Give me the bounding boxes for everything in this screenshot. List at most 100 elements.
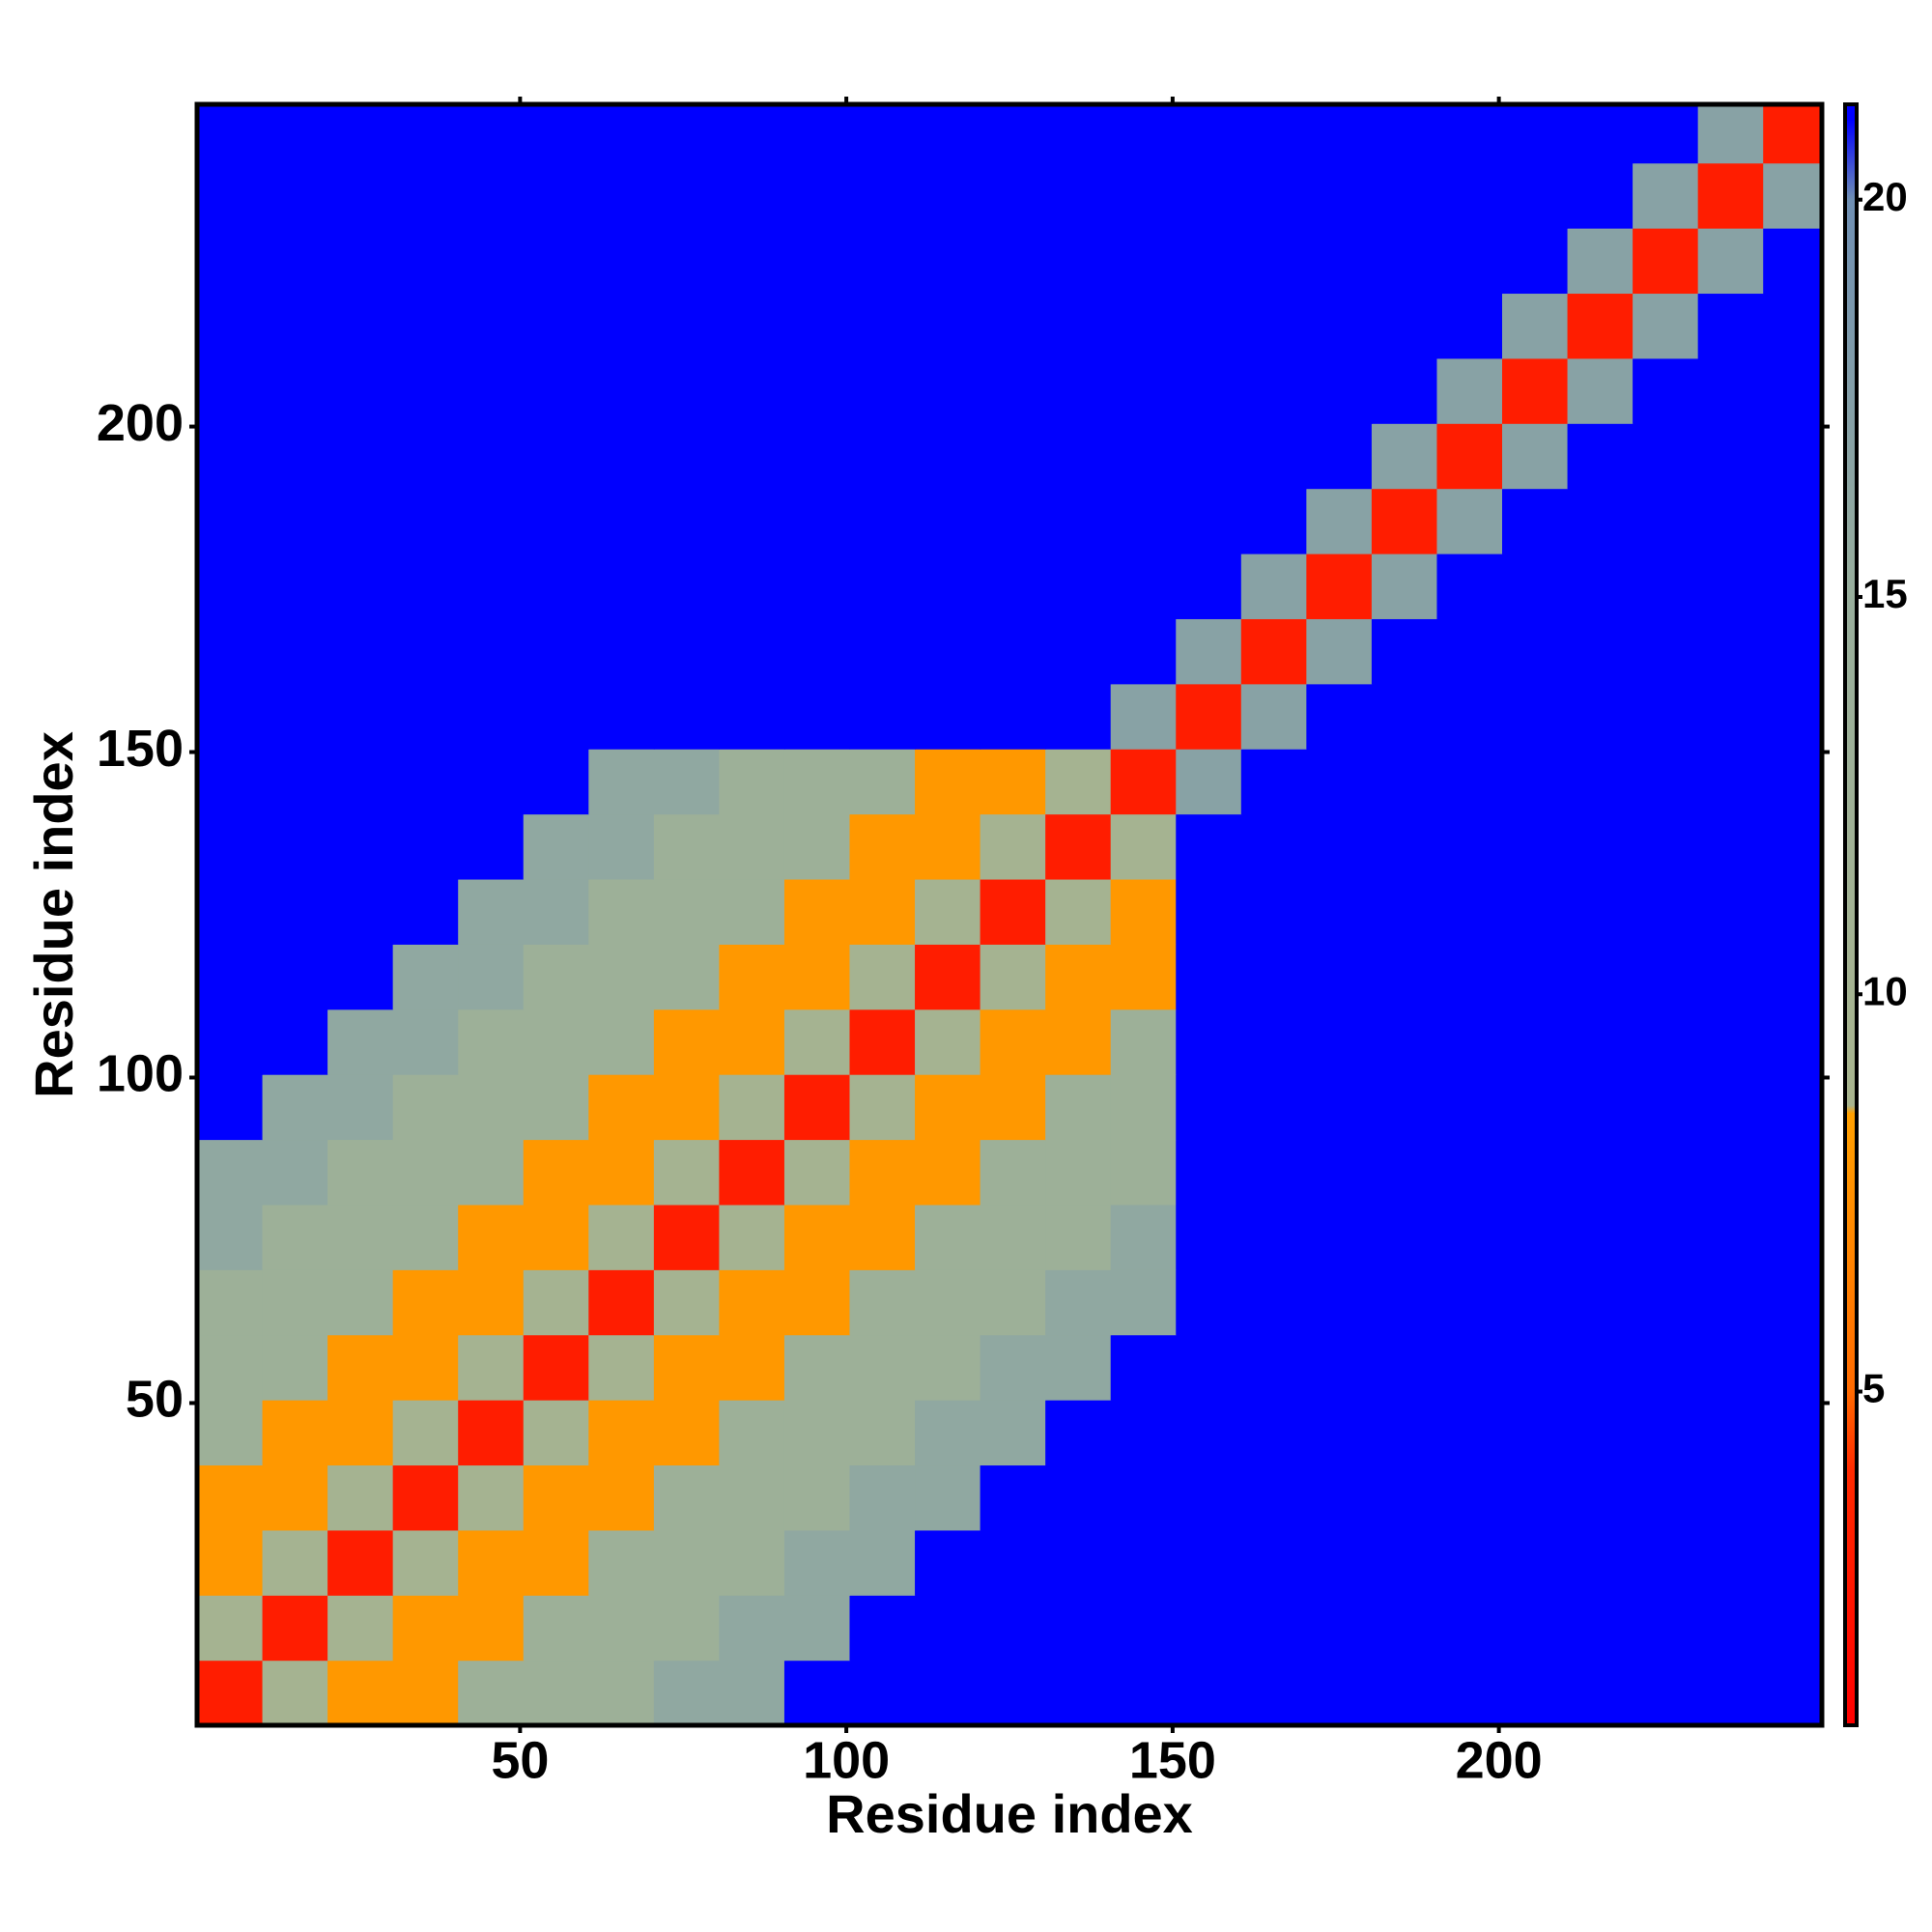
heatmap-cell: [719, 749, 785, 815]
y-tick-label: 150: [97, 720, 184, 778]
heatmap-cell: [783, 1074, 851, 1141]
heatmap-cell: [1306, 618, 1373, 685]
heatmap-cell: [197, 1269, 264, 1336]
heatmap-cell: [1567, 683, 1634, 750]
heatmap-cell: [1306, 357, 1373, 424]
heatmap-cell: [980, 423, 1046, 490]
heatmap-cell: [1502, 1529, 1569, 1596]
heatmap-cell: [1633, 104, 1699, 164]
heatmap-cell: [915, 944, 981, 1010]
heatmap-cell: [653, 878, 721, 945]
heatmap-cell: [1371, 357, 1438, 424]
heatmap-cell: [458, 104, 525, 164]
heatmap-cell: [1176, 488, 1242, 554]
heatmap-cell: [1045, 749, 1112, 815]
heatmap-cell: [653, 488, 721, 554]
heatmap-cell: [1436, 749, 1503, 815]
heatmap-cell: [1567, 553, 1634, 619]
heatmap-cell: [1502, 228, 1569, 295]
heatmap-cell: [327, 1595, 394, 1662]
heatmap-cell: [1306, 1529, 1373, 1596]
heatmap-cell: [1697, 293, 1764, 359]
heatmap-cell: [1567, 1464, 1634, 1531]
heatmap-cell: [915, 1464, 981, 1531]
heatmap-cell: [1110, 878, 1177, 945]
heatmap-cell: [197, 618, 264, 685]
heatmap-cell: [653, 1074, 721, 1141]
heatmap-cell: [1371, 813, 1438, 880]
heatmap-cell: [1567, 749, 1634, 815]
heatmap-cell: [392, 162, 459, 229]
heatmap-cell: [783, 1009, 851, 1075]
heatmap-cell: [458, 683, 525, 750]
heatmap-cell: [327, 1334, 394, 1401]
heatmap-cell: [1240, 618, 1307, 685]
heatmap-cell: [1110, 813, 1177, 880]
heatmap-cell: [1110, 1595, 1177, 1662]
heatmap-cell: [849, 162, 916, 229]
heatmap-cell: [523, 1139, 589, 1206]
heatmap-cell: [849, 618, 916, 685]
heatmap-cell: [262, 1074, 328, 1141]
heatmap-cell: [523, 357, 589, 424]
heatmap-cell: [1371, 228, 1438, 295]
heatmap-cell: [1240, 553, 1307, 619]
heatmap-cell: [1763, 162, 1823, 229]
heatmap-cell: [1567, 1595, 1634, 1662]
heatmap-cell: [1633, 553, 1699, 619]
heatmap-cell: [588, 162, 655, 229]
heatmap-cell: [523, 1529, 589, 1596]
heatmap-cell: [1763, 683, 1823, 750]
heatmap-cell: [458, 1334, 525, 1401]
heatmap-cell: [1567, 228, 1634, 295]
heatmap-cell: [1110, 749, 1177, 815]
heatmap-cell: [1436, 228, 1503, 295]
heatmap-cell: [197, 1204, 264, 1270]
heatmap-cell: [1371, 878, 1438, 945]
heatmap-cell: [1306, 488, 1373, 554]
heatmap-cell: [1371, 1660, 1438, 1726]
heatmap-cell: [588, 1009, 655, 1075]
heatmap-cell: [1697, 1009, 1764, 1075]
heatmap-cell: [327, 1529, 394, 1596]
heatmap-cell: [197, 1009, 264, 1075]
heatmap-cell: [1697, 104, 1764, 164]
heatmap-cell: [783, 1269, 851, 1336]
heatmap-cell: [392, 1204, 459, 1270]
heatmap-cell: [523, 423, 589, 490]
heatmap-cell: [1240, 683, 1307, 750]
heatmap-cell: [392, 1139, 459, 1206]
heatmap-cell: [1306, 1269, 1373, 1336]
heatmap-cell: [392, 1334, 459, 1401]
heatmap-cell: [1240, 1009, 1307, 1075]
heatmap-cell: [262, 1595, 328, 1662]
heatmap-cell: [1306, 1334, 1373, 1401]
heatmap-cell: [719, 683, 785, 750]
heatmap-cell: [849, 553, 916, 619]
heatmap-cell: [327, 1139, 394, 1206]
heatmap-cell: [458, 1464, 525, 1531]
heatmap-cell: [588, 813, 655, 880]
heatmap-cell: [1176, 1334, 1242, 1401]
heatmap-cell: [588, 1660, 655, 1726]
heatmap-cell: [327, 104, 394, 164]
heatmap-cell: [392, 683, 459, 750]
heatmap-cell: [1567, 813, 1634, 880]
heatmap-cell: [1633, 878, 1699, 945]
heatmap-cell: [197, 749, 264, 815]
heatmap-cell: [915, 1334, 981, 1401]
heatmap-cell: [392, 618, 459, 685]
heatmap-cell: [327, 1074, 394, 1141]
heatmap-cell: [719, 1334, 785, 1401]
heatmap-cell: [262, 553, 328, 619]
heatmap-cell: [327, 423, 394, 490]
heatmap-cell: [1176, 813, 1242, 880]
heatmap-cell: [458, 488, 525, 554]
heatmap-cell: [783, 104, 851, 164]
x-tick-label: 100: [803, 1731, 890, 1789]
heatmap-cell: [197, 357, 264, 424]
heatmap-cell: [1502, 1400, 1569, 1466]
heatmap-cell: [783, 1595, 851, 1662]
heatmap-cell: [1176, 749, 1242, 815]
heatmap-cell: [197, 1334, 264, 1401]
